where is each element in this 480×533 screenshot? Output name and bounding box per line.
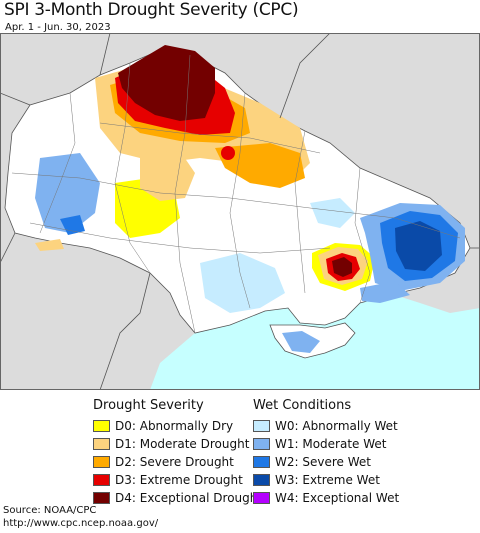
w1-west [35, 153, 100, 233]
drought-legend-heading: Drought Severity [93, 398, 204, 413]
w1-crimea [282, 331, 320, 353]
d3-spot-north [221, 146, 235, 160]
map-title: SPI 3-Month Drought Severity (CPC) [4, 0, 299, 20]
legend-item-w3: W3: Extreme Wet [253, 471, 399, 489]
swatch-d2 [93, 456, 110, 468]
swatch-d3 [93, 474, 110, 486]
oblast-borders [11, 54, 461, 334]
w0-south [200, 253, 285, 313]
swatch-w1 [253, 438, 270, 450]
d4-north [118, 45, 215, 121]
d4-east [332, 257, 352, 277]
swatch-d1 [93, 438, 110, 450]
w3-east [395, 221, 442, 271]
drought-legend: Drought Severity D0: Abnormally Dry D1: … [93, 398, 262, 507]
w0-centre-east [310, 198, 355, 228]
source-url[interactable]: http://www.cpc.ncep.noaa.gov/ [3, 518, 159, 529]
wet-legend: Wet Conditions W0: Abnormally Wet W1: Mo… [253, 398, 399, 507]
map-subtitle: Apr. 1 - Jun. 30, 2023 [5, 22, 111, 33]
drought-map [0, 33, 480, 390]
d1-centre [140, 151, 195, 201]
legend-item-d0: D0: Abnormally Dry [93, 417, 262, 435]
wet-legend-heading: Wet Conditions [253, 398, 352, 413]
swatch-w3 [253, 474, 270, 486]
swatch-w4 [253, 492, 270, 504]
legend-item-d3: D3: Extreme Drought [93, 471, 262, 489]
w1-azov [360, 281, 410, 303]
legend-item-w4: W4: Exceptional Wet [253, 489, 399, 507]
d1-southwest [35, 239, 64, 251]
legend-item-d2: D2: Severe Drought [93, 453, 262, 471]
legend-item-d4: D4: Exceptional Drought [93, 489, 262, 507]
legend-item-d1: D1: Moderate Drought [93, 435, 262, 453]
source-text: Source: NOAA/CPC [3, 505, 97, 516]
legend-item-w1: W1: Moderate Wet [253, 435, 399, 453]
legend-item-w2: W2: Severe Wet [253, 453, 399, 471]
swatch-w0 [253, 420, 270, 432]
swatch-d0 [93, 420, 110, 432]
d2-northeast [215, 143, 305, 188]
country-borders [0, 33, 480, 390]
swatch-w2 [253, 456, 270, 468]
swatch-d4 [93, 492, 110, 504]
legend-item-w0: W0: Abnormally Wet [253, 417, 399, 435]
